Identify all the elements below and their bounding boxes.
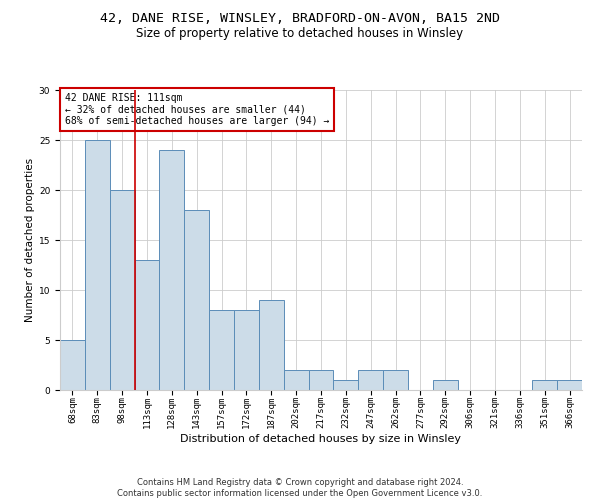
Bar	[334, 380, 358, 390]
Text: Size of property relative to detached houses in Winsley: Size of property relative to detached ho…	[136, 28, 464, 40]
Text: Contains HM Land Registry data © Crown copyright and database right 2024.
Contai: Contains HM Land Registry data © Crown c…	[118, 478, 482, 498]
Y-axis label: Number of detached properties: Number of detached properties	[25, 158, 35, 322]
Bar	[284, 370, 308, 390]
Bar	[234, 310, 259, 390]
Bar	[110, 190, 134, 390]
Bar	[60, 340, 85, 390]
Text: 42 DANE RISE: 111sqm
← 32% of detached houses are smaller (44)
68% of semi-detac: 42 DANE RISE: 111sqm ← 32% of detached h…	[65, 93, 329, 126]
Bar	[433, 380, 458, 390]
Bar	[184, 210, 209, 390]
Bar	[85, 140, 110, 390]
Bar	[160, 150, 184, 390]
Bar	[358, 370, 383, 390]
Bar	[532, 380, 557, 390]
Bar	[308, 370, 334, 390]
Bar	[557, 380, 582, 390]
Text: 42, DANE RISE, WINSLEY, BRADFORD-ON-AVON, BA15 2ND: 42, DANE RISE, WINSLEY, BRADFORD-ON-AVON…	[100, 12, 500, 26]
Bar	[134, 260, 160, 390]
Bar	[259, 300, 284, 390]
X-axis label: Distribution of detached houses by size in Winsley: Distribution of detached houses by size …	[181, 434, 461, 444]
Bar	[209, 310, 234, 390]
Bar	[383, 370, 408, 390]
